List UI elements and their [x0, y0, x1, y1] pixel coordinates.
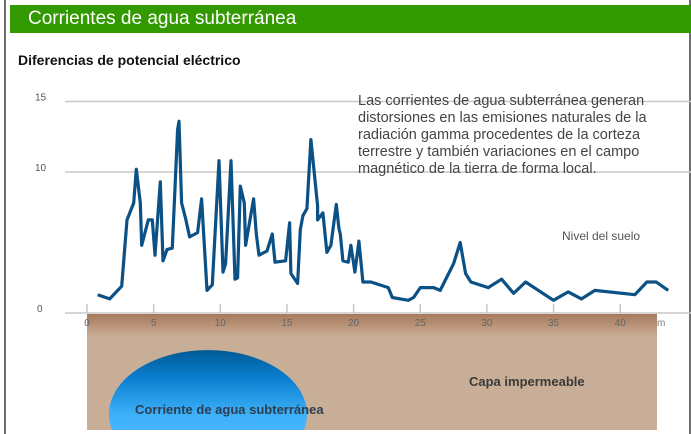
x-tick-label: 10: [215, 318, 227, 329]
x-tick-label: 25: [415, 318, 427, 329]
ground-level-label: Nivel del suelo: [562, 229, 640, 243]
y-tick-label: 15: [35, 93, 47, 104]
water-current: [108, 350, 307, 430]
y-tick-label: 10: [35, 163, 47, 174]
section-header: Corrientes de agua subterránea: [10, 5, 691, 33]
water-current-label: Corriente de agua subterránea: [135, 402, 324, 417]
x-axis-unit: m: [657, 318, 665, 329]
x-tick-label: 0: [84, 318, 90, 329]
impermeable-layer-label: Capa impermeable: [469, 374, 585, 389]
series-line: [97, 119, 670, 302]
x-tick-label: 15: [281, 318, 293, 329]
description-text: Las corrientes de agua subterránea gener…: [358, 93, 647, 177]
x-tick-label: 40: [615, 318, 627, 329]
x-tick-label: 30: [481, 318, 493, 329]
y-tick-label: 0: [37, 304, 43, 315]
x-tick-label: 20: [348, 318, 360, 329]
x-tick-label: 5: [151, 318, 157, 329]
x-tick-label: 35: [548, 318, 560, 329]
left-border: [4, 0, 6, 434]
chart-title: Diferencias de potencial eléctrico: [18, 52, 241, 68]
right-border: [689, 0, 691, 434]
